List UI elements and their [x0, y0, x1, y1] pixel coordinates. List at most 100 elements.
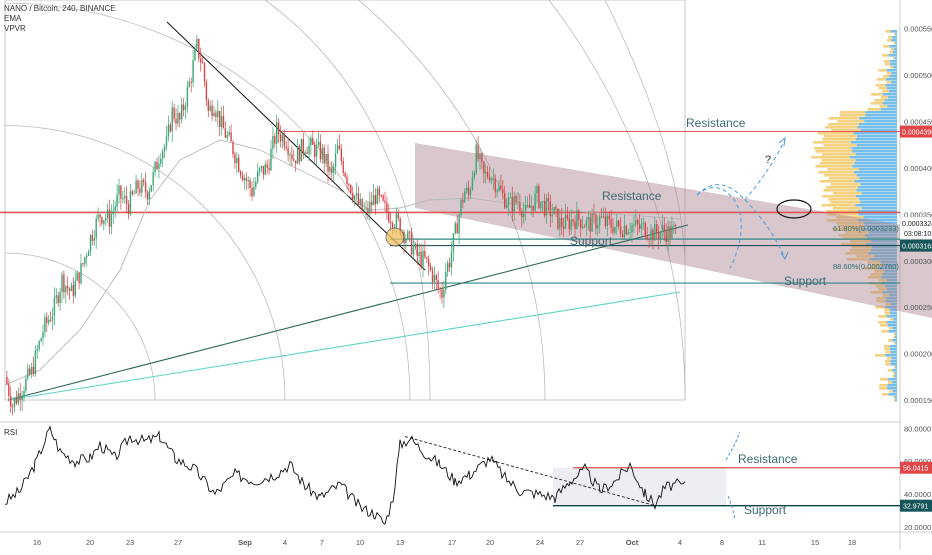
rsi-support-tag: 32.9791 [903, 504, 928, 511]
vpvr-bar [886, 357, 892, 360]
candle-body [146, 191, 149, 200]
candle-body [200, 58, 202, 63]
downtrend-line[interactable] [166, 21, 426, 271]
resistance-label: Resistance [602, 189, 662, 203]
vpvr-bar [884, 99, 897, 102]
rsi-resistance-label: Resistance [738, 452, 798, 466]
candle-body [238, 157, 240, 172]
vpvr-bar [888, 369, 893, 372]
vpvr-bar [857, 126, 897, 129]
candle-body [498, 185, 500, 191]
candle-body [268, 167, 270, 171]
time-tick-label: Sep [238, 538, 252, 547]
candle-body [657, 233, 660, 239]
vpvr-bar [856, 189, 897, 192]
indicator-vpvr[interactable]: VPVR [4, 24, 26, 33]
vpvr-bar [883, 264, 897, 267]
vpvr-bar [894, 57, 897, 60]
uptrend-line-light[interactable] [7, 291, 681, 401]
vpvr-bar [888, 327, 893, 330]
vpvr-bar [874, 270, 885, 273]
candle-body [300, 139, 303, 162]
vpvr-bar [887, 324, 897, 327]
candle-body [640, 224, 643, 229]
candle-body [462, 199, 464, 203]
candle-body [604, 216, 607, 226]
candle-body [524, 205, 527, 212]
support-label-lower: Support [784, 274, 827, 288]
rsi-dashed-trendline[interactable] [404, 436, 656, 507]
last-price-tag: 0.0003324 [902, 221, 932, 228]
breakout-circle-marker[interactable] [385, 227, 405, 247]
time-tick-label: 11 [758, 538, 766, 547]
candle-body [441, 289, 443, 298]
price-tick-label: 0.0004000 [904, 164, 932, 173]
uptrend-line[interactable] [7, 224, 689, 401]
vpvr-bar [893, 318, 897, 321]
time-tick-label: 7 [320, 538, 324, 547]
vpvr-bar [882, 93, 897, 96]
vpvr-bar [823, 144, 857, 147]
candle-body [334, 153, 337, 167]
vpvr-bar [818, 171, 854, 174]
vpvr-bar [890, 312, 897, 315]
candle-body [260, 166, 263, 168]
vpvr-bar [885, 84, 897, 87]
vpvr-bar [882, 90, 889, 93]
vpvr-bar [895, 333, 897, 336]
candle-body [89, 234, 92, 252]
candle-body [407, 231, 409, 239]
price-tick-label: 0.0005000 [904, 71, 932, 80]
rsi-tick-label: 20.0000 [904, 523, 931, 532]
vpvr-bar [856, 144, 897, 147]
candle-body [538, 186, 540, 208]
time-tick-label: 20 [86, 538, 94, 547]
vpvr-bar [819, 162, 855, 165]
vpvr-bar [874, 99, 885, 102]
vpvr-bar [831, 129, 861, 132]
rsi-tick-label: 60.0000 [904, 457, 931, 466]
candle-body [675, 225, 677, 227]
candle-body [131, 191, 133, 194]
candle-body [160, 158, 162, 164]
candle-body [108, 209, 111, 227]
vpvr-bar [859, 123, 897, 126]
vpvr-bar [851, 147, 897, 150]
candle-body [110, 214, 113, 227]
candle-body [549, 201, 551, 217]
candle-body [327, 153, 329, 172]
vpvr-bar [827, 123, 860, 126]
candle-body [61, 274, 63, 293]
candle-body [669, 226, 671, 239]
fan-arc [4, 125, 286, 401]
vpvr-bar [889, 60, 897, 63]
vpvr-bar [870, 249, 897, 252]
candle-body [251, 188, 253, 197]
vpvr-bar [836, 216, 864, 219]
vpvr-bar [856, 255, 875, 258]
candle-body [245, 177, 247, 181]
vpvr-bar [889, 309, 897, 312]
rsi-resistance-tag: 56.0415 [903, 466, 928, 473]
vpvr-bar [895, 33, 897, 36]
candle-body [285, 146, 287, 149]
vpvr-bar [842, 237, 867, 240]
vpvr-bar [888, 54, 897, 57]
vpvr-bar [879, 105, 888, 108]
price-tick-label: 0.0005500 [904, 24, 932, 33]
candle-body [141, 179, 143, 193]
vpvr-bar [878, 321, 887, 324]
vpvr-bar [864, 225, 897, 228]
candle-body [215, 112, 217, 117]
indicator-ema[interactable]: EMA [4, 14, 22, 23]
target-ellipse[interactable] [776, 199, 812, 219]
fan-arc [604, 0, 686, 261]
vpvr-bar [822, 195, 856, 198]
candle-body [357, 193, 360, 205]
candle-body [192, 60, 194, 83]
candle-body [36, 349, 38, 351]
vpvr-bar [813, 141, 851, 144]
candle-body [445, 272, 447, 290]
candle-body [21, 395, 23, 401]
